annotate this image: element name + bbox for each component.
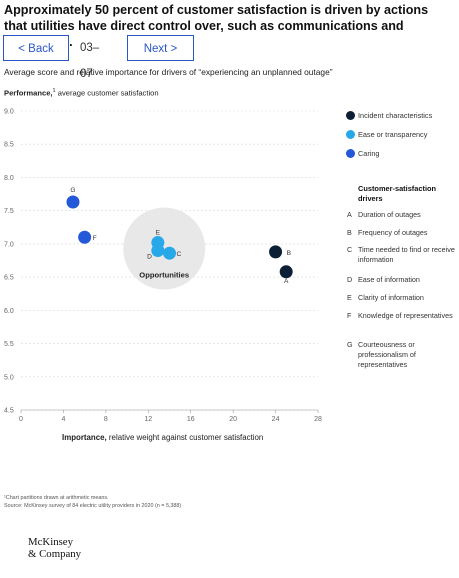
data-point-label: B	[287, 250, 292, 257]
y-tick-label: 5.0	[4, 374, 14, 381]
data-point-label: F	[93, 235, 97, 242]
data-point-g	[66, 195, 80, 209]
data-point-b	[269, 245, 283, 259]
x-axis-label-bold: Importance,	[62, 433, 107, 442]
data-point-c	[163, 246, 176, 260]
legend-item: Caring	[346, 148, 456, 167]
x-tick-label: 20	[229, 416, 237, 423]
data-point-a	[279, 265, 293, 279]
y-axis-label: Performance,1 average customer satisfact…	[4, 88, 159, 98]
data-point-label: D	[147, 254, 152, 261]
driver-text: Clarity of information	[358, 293, 424, 302]
y-tick-label: 7.5	[4, 208, 14, 215]
driver-letter: F	[347, 311, 352, 320]
y-tick-label: 6.0	[4, 308, 14, 315]
y-tick-label: 7.0	[4, 241, 14, 248]
y-tick-label: 8.0	[4, 175, 14, 182]
logo-line-1: McKinsey	[28, 536, 73, 548]
driver-letter: D	[347, 275, 353, 284]
x-tick-label: 12	[144, 416, 152, 423]
driver-text: Time needed to find or receive informati…	[358, 245, 455, 264]
driver-letter: G	[347, 340, 353, 349]
page-title: Approximately 50 percent of customer sat…	[4, 3, 429, 49]
y-axis-label-sup: 1	[52, 88, 56, 94]
x-tick-label: 28	[314, 416, 322, 423]
data-point-e	[151, 236, 165, 250]
logo-line-2: & Company	[28, 548, 82, 560]
y-tick-label: 9.0	[4, 109, 14, 116]
driver-letter: A	[347, 210, 352, 219]
y-axis-label-rest: average customer satisfaction	[55, 88, 159, 98]
legend-item: Ease or transparency	[346, 129, 456, 148]
next-button[interactable]: Next >	[127, 35, 194, 61]
chart-subtitle: Average score and relative importance fo…	[4, 67, 333, 77]
x-tick-label: 4	[61, 416, 65, 423]
driver-text: Ease of information	[358, 275, 420, 284]
footnotes: ¹Chart partitions drawn at arithmetic me…	[4, 495, 181, 510]
page-indicator: 03–07	[80, 42, 100, 80]
legend-swatch	[346, 130, 355, 139]
y-tick-label: 8.5	[4, 142, 14, 149]
x-tick-label: 24	[272, 416, 280, 423]
driver-text: Frequency of outages	[358, 228, 428, 237]
x-tick-label: 16	[187, 416, 195, 423]
driver-letter: B	[347, 228, 352, 237]
x-tick-label: 0	[19, 416, 23, 423]
back-button[interactable]: < Back	[3, 35, 69, 61]
y-tick-label: 6.5	[4, 275, 14, 282]
mckinsey-logo: McKinsey & Company	[28, 536, 81, 560]
legend-swatch	[346, 111, 355, 120]
data-point-label: E	[156, 230, 161, 237]
driver-text: Knowledge of representatives	[358, 311, 453, 320]
legend-swatch	[346, 149, 355, 158]
y-tick-label: 4.5	[4, 408, 14, 415]
data-point-f	[78, 230, 92, 244]
legend-label: Incident characteristics	[358, 111, 433, 120]
y-axis-label-bold: Performance,	[4, 88, 53, 98]
legend: Incident characteristics Ease or transpar…	[346, 110, 456, 167]
scatter-chart: 9.0 8.5 8.0 7.5 7.0 6.5 6.0 5.5 5.0 4.5 0 4 8 12 16 20 2…	[4, 109, 322, 424]
driver-text: Duration of outages	[358, 210, 421, 219]
y-tick-label: 5.5	[4, 341, 14, 348]
x-axis-label: Importance, relative weight against cust…	[62, 433, 263, 442]
driver-letter: E	[347, 293, 352, 302]
footnote: ¹Chart partitions drawn at arithmetic me…	[4, 495, 109, 501]
opportunities-zone	[123, 207, 206, 290]
data-point-label: C	[177, 251, 182, 258]
legend-item: Incident characteristics	[346, 110, 456, 129]
legend-label: Caring	[358, 149, 380, 158]
drivers-heading: Customer-satisfaction drivers	[358, 184, 437, 203]
driver-text: Courteousness or professionalism of repr…	[358, 340, 416, 369]
legend-label: Ease or transparency	[358, 130, 428, 139]
driver-letter: C	[347, 245, 353, 254]
data-point-label: G	[70, 187, 75, 194]
x-axis-label-rest: relative weight against customer satisfa…	[106, 433, 264, 442]
data-point-label: A	[284, 278, 289, 285]
opportunities-label: Opportunities	[139, 271, 189, 280]
x-tick-label: 8	[104, 416, 108, 423]
source-note: Source: McKinsey survey of 84 electric u…	[4, 502, 182, 509]
